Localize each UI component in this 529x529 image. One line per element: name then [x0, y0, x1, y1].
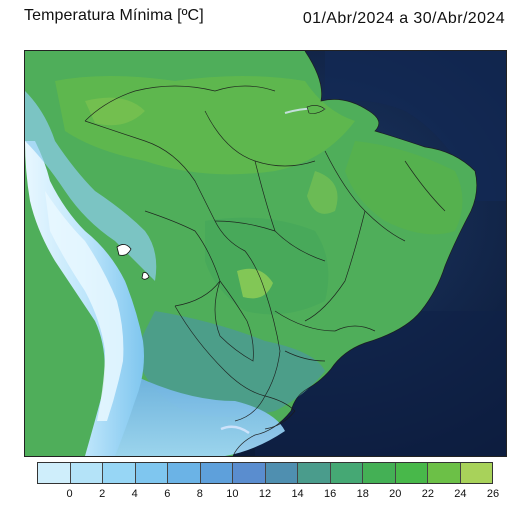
tick-label: 6 — [164, 488, 171, 500]
color-scale-bar — [37, 462, 493, 484]
tick-label: 10 — [226, 488, 239, 500]
color-swatch-4 — [168, 463, 201, 483]
andes-cold-core — [45, 191, 124, 421]
color-swatch-8 — [298, 463, 331, 483]
border-argentina — [174, 305, 266, 422]
tick-label: 2 — [99, 488, 106, 500]
cold-region-southern-cone — [105, 371, 285, 456]
border-bolivia — [144, 210, 221, 307]
hot-spot-north — [85, 97, 145, 126]
color-swatch-0 — [38, 463, 71, 483]
tick-label: 22 — [421, 488, 434, 500]
color-swatch-2 — [103, 463, 136, 483]
island-marajo — [306, 105, 326, 114]
tick-label: 24 — [454, 488, 467, 500]
date-range: 01/Abr/2024 a 30/Abr/2024 — [302, 10, 505, 27]
tick-label: 26 — [486, 488, 500, 500]
tick-label: 4 — [131, 488, 138, 500]
border-state-1 — [204, 110, 316, 167]
border-state-6 — [274, 310, 376, 332]
cool-region-south — [135, 311, 325, 417]
color-swatch-5 — [200, 463, 233, 483]
tick-label: 12 — [258, 488, 272, 500]
plata-estuary — [220, 425, 250, 435]
border-state-4 — [304, 210, 366, 322]
tick-label: 14 — [291, 488, 304, 500]
warm-region-northeast — [345, 141, 463, 235]
border-paraguay — [214, 280, 254, 362]
color-swatch-7 — [265, 463, 298, 483]
border-state-7 — [284, 350, 326, 362]
border-state-8 — [214, 220, 276, 232]
border-brazil-west — [84, 120, 281, 397]
color-swatch-9 — [330, 463, 363, 483]
color-swatch-11 — [395, 463, 428, 483]
tick-label: 8 — [196, 488, 203, 500]
color-swatch-1 — [70, 463, 103, 483]
political-borders — [84, 51, 478, 456]
tick-label: 0 — [66, 488, 73, 500]
hot-spot-coast — [307, 171, 338, 214]
border-uruguay — [264, 395, 296, 430]
color-swatch-12 — [428, 463, 461, 483]
border-north-countries — [84, 85, 276, 122]
tick-label: 16 — [324, 488, 337, 500]
lake-poopo — [141, 272, 150, 280]
tick-label: 20 — [389, 488, 402, 500]
warm-region-north — [55, 76, 355, 175]
lake-titicaca — [116, 244, 132, 256]
tick-label: 18 — [356, 488, 369, 500]
border-coastline — [232, 51, 478, 456]
hot-spot-pantanal — [237, 268, 273, 299]
map-title: Temperatura Mínima [ºC] — [24, 7, 204, 24]
warm-region-central — [205, 217, 329, 315]
color-swatch-6 — [233, 463, 266, 483]
map-canvas — [25, 51, 506, 456]
andes-transition — [25, 91, 157, 281]
color-swatch-13 — [460, 463, 492, 483]
color-swatch-3 — [135, 463, 168, 483]
color-swatch-10 — [363, 463, 396, 483]
color-scale-ticks: 0 2 4 6 8 10 12 14 16 18 20 22 24 26 — [37, 488, 500, 506]
temperature-map — [24, 50, 507, 457]
border-state-5 — [404, 160, 446, 212]
border-state-3 — [324, 150, 406, 242]
